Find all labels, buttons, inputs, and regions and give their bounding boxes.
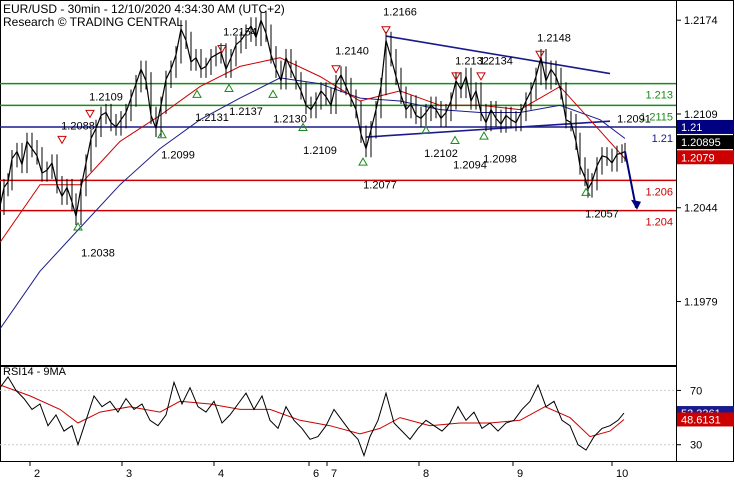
ma-red-line [0,57,626,243]
rsi-line [0,375,625,458]
swing-low-marker [450,135,460,144]
swing-low-marker [298,122,308,132]
price-axis-label: 1.2044 [684,203,718,215]
swing-low-marker [268,89,278,98]
swing-label: 1.2109 [303,145,337,157]
rsi-title: RSI14 - 9MA [3,366,66,378]
swing-high-marker [476,72,486,81]
swing-high-marker [451,72,461,81]
x-axis-label: 7 [331,468,337,480]
price-axis-label: 1.2174 [684,15,718,27]
swing-low-marker [157,129,167,139]
level-label: 1.206 [645,186,673,198]
level-label: 1.204 [645,217,673,229]
ma-value-tag-bg [677,150,734,165]
price-axis-label: 1.1979 [684,297,718,309]
ma-navy-line [0,77,626,330]
swing-label: 1.2154 [223,27,257,39]
price-panel-frame [0,0,677,366]
swing-low-marker [73,222,83,231]
pivot-value-tag: 1.21 [681,122,702,134]
trendline [385,35,611,75]
swing-low-marker [479,131,489,140]
x-axis-label: 6 [313,468,319,480]
swing-label: 1.2166 [383,7,417,19]
swing-label: 1.2148 [537,33,571,45]
swing-low-marker [421,125,431,134]
trendline [365,120,611,138]
level-label: 1.2115 [640,111,673,123]
swing-label: 1.2132 [455,56,489,68]
swing-label: 1.2094 [453,159,487,171]
swing-low-marker [358,157,368,166]
price-axis-label: 1.2109 [684,109,718,121]
price-line [0,18,626,217]
pivot-value-tag-bg [677,119,734,134]
current-price-tag-bg [677,135,734,150]
rsi-panel-frame [0,366,677,462]
swing-label: 1.2088 [61,121,95,133]
swing-label: 1.2057 [585,209,619,221]
swing-high-marker [331,65,341,74]
swing-high-marker [535,50,545,60]
x-axis-label: 2 [34,468,40,480]
rsi-axis-label: 30 [690,440,702,452]
swing-low-marker [192,89,202,98]
rsi-axis-label: 70 [690,385,702,397]
x-axis-label: 9 [517,468,523,480]
chart-title: EUR/USD - 30min - 12/10/2020 4:34:30 AM … [3,2,285,16]
rsi-ma-line [0,384,625,438]
level-label: 1.213 [645,90,673,102]
swing-label: 1.2098 [483,154,517,166]
x-axis-label: 3 [126,468,132,480]
x-axis-label: 8 [423,468,429,480]
swing-high-marker [85,109,95,119]
swing-label: 1.2102 [424,148,458,160]
x-axis-label: 10 [616,468,628,480]
swing-label: 1.2099 [161,149,195,161]
swing-low-marker [581,187,591,196]
swing-label: 1.2134 [479,56,513,68]
swing-label: 1.2130 [273,113,307,125]
rsi-ma-value-tag: 48.6131 [681,414,721,426]
swing-label: 1.2077 [363,180,397,192]
x-axis-label: 4 [218,468,224,480]
ma-value-tag: 1.2079 [681,152,715,164]
swing-label: 1.2131 [195,112,229,124]
swing-label: 1.2137 [229,106,263,118]
swing-label: 1.2038 [81,247,115,259]
rsi-ma-value-tag-bg [677,412,734,427]
forecast-arrow-head [631,199,641,210]
level-label: 1.21 [652,133,673,145]
swing-high-marker [381,26,391,35]
swing-high-marker [217,44,227,54]
copyright-label: Research © TRADING CENTRAL [3,15,183,29]
swing-label: 1.2109 [89,92,123,104]
swing-label: 1.2091 [617,113,651,125]
forecast-arrow-shaft [624,151,637,208]
price-axis-frame [676,0,734,462]
swing-low-marker [224,83,234,93]
swing-high-marker [57,135,67,145]
swing-label: 1.2140 [335,45,369,57]
current-price-tag: 1.20895 [681,137,721,149]
